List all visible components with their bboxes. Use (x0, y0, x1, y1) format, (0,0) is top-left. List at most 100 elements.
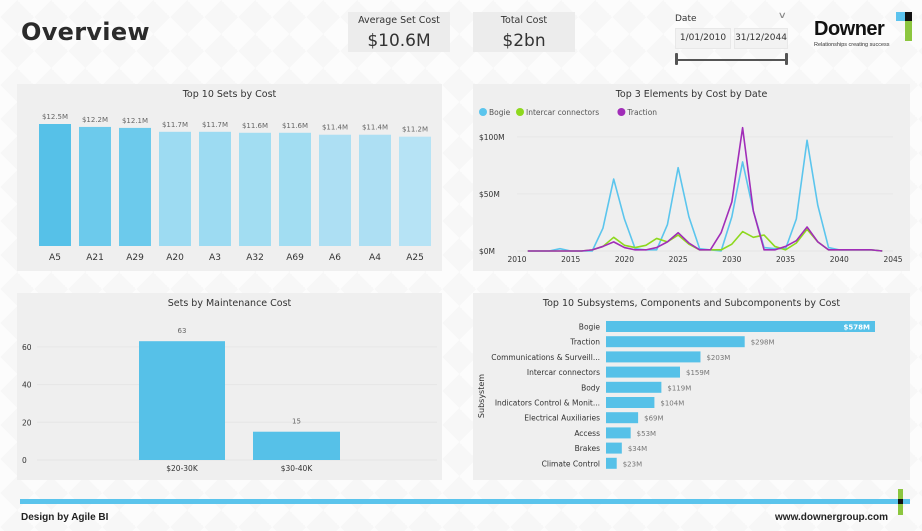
top10-sets-chart: $12.5M A5 $12.2M A21 $12.1M A29 $11.7M A20 $11.7… (39, 113, 431, 263)
bar-brakes (606, 442, 622, 454)
bar-A29 (119, 127, 151, 246)
downer-logo: Downer Relationships creating success (812, 12, 916, 52)
bar-intercar-connectors (606, 366, 680, 378)
x-tick-label: $30-40K (281, 464, 314, 473)
bar-A21 (79, 126, 111, 246)
date-start-input[interactable]: 1/01/2010 (675, 28, 731, 49)
x-tick-label: 2035 (776, 255, 795, 264)
bar-A3 (199, 131, 231, 246)
y-tick-label: $50M (479, 190, 500, 199)
date-filter-label: Date (675, 14, 697, 24)
bar-body (606, 381, 662, 393)
maintenance-chart: 0 20 40 60 63 $20-30K 15 $30-40K (22, 327, 437, 473)
data-label: $11.6M (242, 122, 268, 130)
bar-A5 (39, 124, 71, 246)
y-tick-label: 0 (22, 456, 27, 465)
date-range-slider-start-handle[interactable] (675, 53, 678, 65)
data-label: $12.1M (122, 117, 148, 125)
bar-access (606, 427, 631, 439)
x-tick-label: A69 (286, 253, 304, 263)
top3-elements-panel: Top 3 Elements by Cost by Date Bogie Inte… (473, 84, 910, 271)
bar-A32 (239, 132, 271, 246)
logo-green-bar (905, 21, 912, 41)
legend-marker-intercar-connectors (516, 108, 524, 116)
date-range-slider-end-handle[interactable] (785, 53, 788, 65)
y-tick-label: Electrical Auxiliaries (524, 414, 600, 423)
bar-$30-40K (253, 431, 340, 460)
top10-sets-panel: Top 10 Sets by Cost $12.5M A5 $12.2M A21 $12… (17, 84, 442, 271)
footer-divider (20, 499, 910, 504)
y-axis-title: Subsystem (477, 374, 486, 418)
chart-title: Top 10 Subsystems, Components and Subcom… (542, 298, 841, 309)
data-label: $34M (628, 445, 647, 453)
x-tick-label: 2020 (615, 255, 634, 264)
y-tick-label: Access (574, 429, 600, 438)
data-label: $298M (751, 339, 775, 347)
data-label: $53M (637, 430, 656, 438)
data-label: $159M (686, 369, 710, 377)
kpi-total-cost: Total Cost $2bn (473, 12, 575, 52)
data-label: $11.4M (322, 124, 348, 132)
data-label: $203M (706, 354, 730, 362)
bar-A69 (279, 132, 311, 246)
kpi-value: $10.6M (367, 31, 431, 51)
legend-marker-bogie (479, 108, 487, 116)
data-label: $69M (644, 415, 663, 423)
chevron-down-icon[interactable]: ∨ (777, 11, 787, 21)
bar-$20-30K (139, 341, 225, 460)
x-tick-label: A3 (209, 253, 221, 263)
data-label: $578M (844, 324, 870, 332)
y-tick-label: Intercar connectors (527, 368, 600, 377)
kpi-label: Total Cost (500, 15, 548, 26)
bar-A20 (159, 131, 191, 246)
kpi-average-set-cost: Average Set Cost $10.6M (348, 12, 450, 52)
y-tick-label: Bogie (579, 323, 601, 332)
x-tick-label: A25 (406, 253, 424, 263)
y-tick-label: $0M (479, 247, 495, 256)
y-tick-label: Traction (569, 338, 600, 347)
data-label: $11.7M (202, 121, 228, 129)
x-tick-label: A20 (166, 253, 184, 263)
data-label: $11.2M (402, 126, 428, 134)
data-label: $12.2M (82, 116, 108, 124)
top3-elements-chart: Bogie Intercar connectors Traction $0M $50M $… (479, 108, 903, 264)
x-tick-label: A21 (86, 253, 104, 263)
date-end-input[interactable]: 31/12/2044 (734, 28, 788, 49)
data-label: $11.7M (162, 121, 188, 129)
chart-title: Top 10 Sets by Cost (182, 89, 277, 100)
x-tick-label: 2030 (722, 255, 741, 264)
legend-label: Bogie (489, 108, 511, 117)
data-label: $23M (623, 460, 642, 468)
bar-A4 (359, 134, 391, 246)
bar-A6 (319, 134, 351, 246)
logo-black-square (905, 12, 912, 21)
data-label: 15 (292, 418, 301, 426)
legend-label: Intercar connectors (526, 108, 599, 117)
series-line-traction (527, 126, 883, 252)
bar-bogie (606, 321, 875, 332)
y-tick-label: Communications & Surveill... (491, 353, 600, 362)
legend-label: Traction (626, 108, 657, 117)
y-tick-label: Climate Control (542, 459, 600, 468)
y-tick-label: $100M (479, 133, 505, 142)
date-range-slider-track[interactable] (676, 59, 788, 61)
x-tick-label: 2045 (883, 255, 902, 264)
footer-mark-black (898, 499, 903, 504)
top10-subsystems-panel: Top 10 Subsystems, Components and Subcom… (473, 293, 910, 480)
data-label: $11.4M (362, 124, 388, 132)
footer-credit: Design by Agile BI (21, 512, 109, 523)
logo-blue-square (896, 12, 905, 21)
chart-title: Sets by Maintenance Cost (167, 298, 292, 309)
bar-A25 (399, 136, 431, 246)
y-tick-label: Body (581, 383, 600, 392)
x-tick-label: A6 (329, 253, 341, 263)
data-label: $104M (660, 400, 684, 408)
x-tick-label: A4 (369, 253, 381, 263)
x-tick-label: $20-30K (166, 464, 199, 473)
x-tick-label: A29 (126, 253, 144, 263)
y-tick-label: 40 (22, 381, 32, 390)
kpi-label: Average Set Cost (358, 15, 440, 26)
footer-website-link[interactable]: www.downergroup.com (775, 512, 888, 523)
bar-indicators-control-monit- (606, 397, 655, 408)
x-tick-label: 2025 (669, 255, 688, 264)
